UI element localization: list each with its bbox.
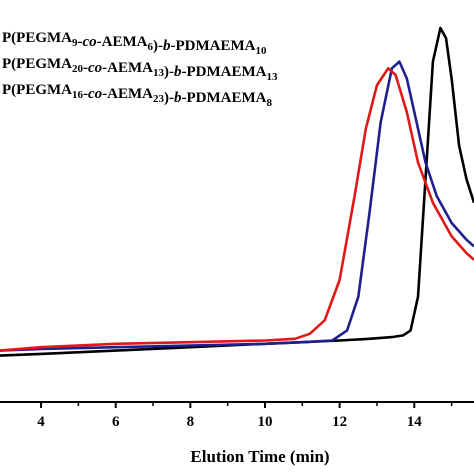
- x-axis-title: Elution Time (min): [190, 447, 329, 466]
- x-tick-label: 14: [407, 414, 423, 430]
- x-tick-label: 12: [332, 414, 347, 430]
- series-layer: [0, 26, 474, 357]
- x-tick-layer: 4 6 8 10 12 14: [37, 402, 453, 430]
- legend-entry-3: P(PEGMA16-co-AEMA23)-b-PDMAEMA8: [2, 82, 272, 109]
- series-line-1: [0, 26, 474, 357]
- legend: P(PEGMA9-co-AEMA6)-b-PDMAEMA10P(PEGMA20-…: [2, 30, 278, 109]
- x-tick-label: 6: [112, 414, 120, 430]
- legend-entry-1: P(PEGMA9-co-AEMA6)-b-PDMAEMA10: [2, 30, 267, 57]
- x-tick-label: 8: [187, 414, 195, 430]
- series-line-2: [0, 60, 474, 352]
- legend-entry-2: P(PEGMA20-co-AEMA13)-b-PDMAEMA13: [2, 56, 278, 83]
- series-line-3: [0, 67, 474, 352]
- x-tick-label: 4: [37, 414, 45, 430]
- x-tick-label: 10: [257, 414, 272, 430]
